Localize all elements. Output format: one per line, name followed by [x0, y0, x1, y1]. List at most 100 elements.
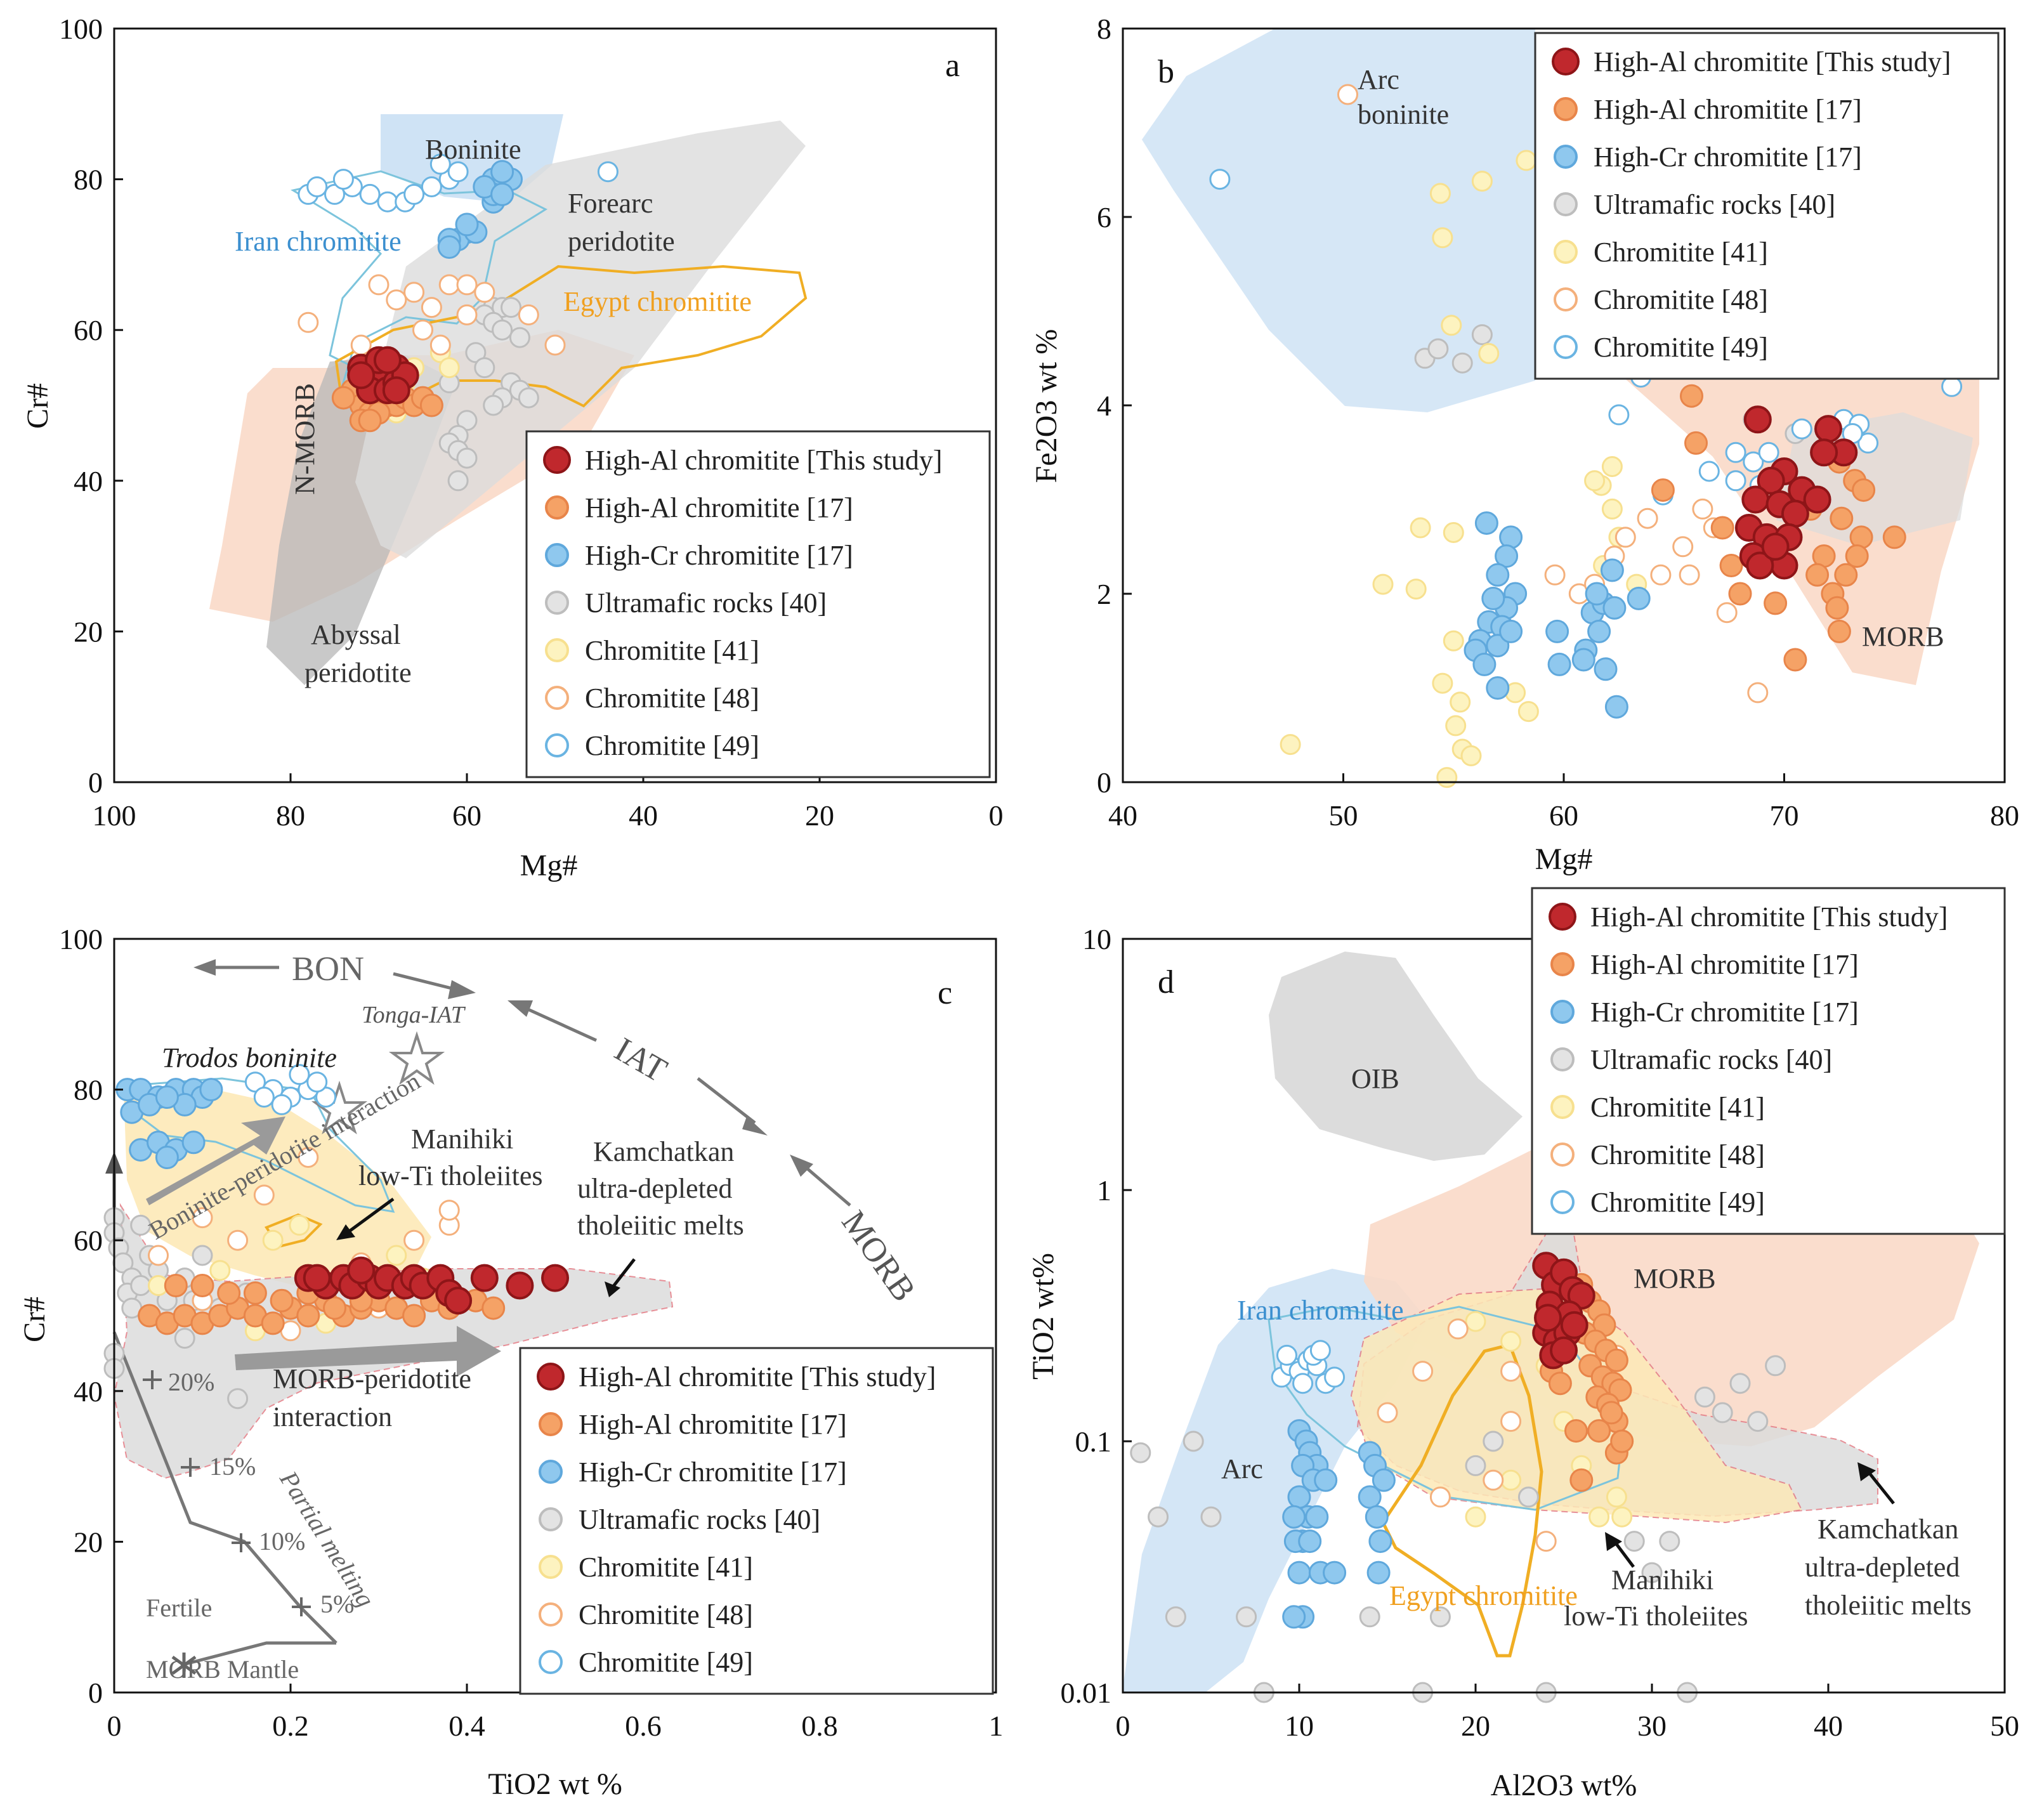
legend-label-chromitite_48: Chromitite [48]	[579, 1599, 753, 1630]
legend-marker-this_study	[1549, 903, 1576, 931]
legend-label-high_cr_17: High-Cr chromitite [17]	[1590, 997, 1859, 1028]
point-chromitite_49	[421, 176, 442, 197]
y-tick-label: 10	[1082, 923, 1111, 955]
point-chromitite_41	[1432, 672, 1453, 694]
point-high_al_17	[1764, 591, 1788, 615]
point-chromitite_41	[1443, 522, 1464, 543]
legend-box	[1534, 32, 2000, 380]
x-tick-label: 30	[1637, 1710, 1667, 1742]
point-ultramafic_40	[1182, 1430, 1204, 1452]
point-chromitite_48	[1337, 84, 1358, 105]
point-high_al_17	[1610, 1429, 1634, 1453]
x-tick-label: 1	[989, 1710, 1004, 1742]
point-high_al_17	[261, 1311, 285, 1335]
point-ultramafic_40	[1200, 1506, 1222, 1528]
point-chromitite_41	[1465, 1506, 1486, 1528]
point-chromitite_48	[1412, 1361, 1434, 1382]
x-tick-label: 40	[1108, 799, 1137, 832]
point-ultramafic_40	[192, 1245, 213, 1266]
point-ultramafic_40	[1465, 1455, 1486, 1476]
point-ultramafic_40	[474, 357, 495, 379]
point-ultramafic_40	[1165, 1606, 1186, 1628]
panel-a-ylabel: Cr#	[21, 383, 55, 429]
legend-marker-high_al_17	[545, 495, 569, 520]
point-chromitite_48	[438, 274, 460, 296]
point-chromitite_49	[289, 1064, 310, 1085]
panel-d-legend: High-Al chromitite [This study] High-Al c…	[1531, 887, 2006, 1235]
point-chromitite_48	[1500, 1361, 1522, 1382]
point-chromitite_41	[1588, 1506, 1610, 1528]
point-this_study	[444, 1286, 473, 1315]
point-high_al_17	[1564, 1419, 1588, 1443]
legend-marker-chromitite_49	[539, 1650, 563, 1674]
legend-marker-chromitite_41	[545, 638, 569, 662]
panel-d-ylabel: TiO2 wt%	[1026, 1253, 1060, 1380]
legend-box	[519, 1347, 994, 1695]
point-this_study	[1803, 485, 1831, 514]
point-chromitite_48	[518, 304, 539, 325]
point-ultramafic_40	[1429, 1606, 1451, 1628]
point-high_al_17	[296, 1304, 320, 1328]
arrow-boninite-peridotite	[146, 1116, 285, 1205]
legend-label-ultramafic_40: Ultramafic rocks [40]	[579, 1504, 820, 1535]
point-chromitite_41	[1517, 701, 1539, 723]
point-high_cr_17	[1585, 582, 1609, 606]
label-fertile: Fertile	[146, 1594, 212, 1622]
label-ultra-depleted-d: ultra-depleted	[1805, 1552, 1960, 1583]
y-tick-label: 0	[1097, 766, 1111, 799]
point-chromitite_41	[386, 1245, 407, 1266]
point-chromitite_48	[1429, 1486, 1451, 1508]
panel-d-field-labels: OIB Iran chromitite Arc MORB Egypt chrom…	[1221, 1063, 1972, 1632]
label-abyssal-peridotite: peridotite	[305, 657, 412, 688]
label-manihiki-d: Manihiki	[1611, 1564, 1713, 1595]
point-high_cr_17	[1602, 596, 1627, 620]
panel-a-legend: High-Al chromitite [This study] High-Al c…	[525, 430, 991, 778]
legend-label-high_al_17: High-Al chromitite [17]	[1590, 949, 1859, 980]
label-low-ti-tholeiites: low-Ti tholeiites	[358, 1160, 543, 1191]
point-chromitite_49	[1608, 404, 1630, 426]
point-chromitite_41	[1441, 315, 1462, 336]
point-ultramafic_40	[1427, 338, 1449, 360]
point-high_cr_17	[1287, 1561, 1311, 1585]
label-egypt-chromitite-d: Egypt chromitite	[1389, 1580, 1578, 1611]
point-high_cr_17	[1571, 648, 1595, 672]
panel-c-melting-ticks	[143, 1370, 311, 1616]
point-high_cr_17	[1600, 558, 1624, 582]
point-high_cr_17	[1305, 1505, 1329, 1529]
point-high_al_17	[1882, 525, 1906, 549]
point-ultramafic_40	[1359, 1606, 1380, 1628]
panel-c-ylabel: Cr#	[18, 1297, 51, 1342]
point-chromitite_41	[1516, 150, 1537, 171]
point-chromitite_41	[1443, 630, 1464, 651]
point-chromitite_49	[1324, 1366, 1346, 1388]
point-chromitite_49	[377, 191, 398, 213]
point-chromitite_49	[1758, 442, 1779, 463]
point-high_al_17	[1834, 563, 1858, 587]
point-chromitite_48	[1615, 527, 1636, 548]
point-chromitite_48	[298, 1147, 319, 1168]
point-chromitite_41	[1478, 343, 1500, 364]
point-chromitite_48	[456, 274, 478, 296]
x-tick-label: 10	[1285, 1710, 1314, 1742]
pointer-manihiki	[344, 1197, 395, 1236]
point-this_study	[1534, 1304, 1562, 1332]
panel-d: 0 10 20 30 40 50 0.01 0.1 1 10 d Al2O3 wt% TiO2 w…	[1026, 887, 2019, 1802]
x-tick-label: 40	[629, 799, 658, 832]
point-chromitite_48	[412, 319, 433, 341]
point-high_al_17	[1845, 544, 1869, 568]
panel-a-xlabel: Mg#	[520, 849, 578, 882]
point-chromitite_41	[1601, 498, 1623, 520]
legend-marker-high_cr_17	[539, 1460, 563, 1484]
point-high_al_17	[1827, 619, 1851, 643]
point-high_al_17	[1710, 516, 1734, 540]
legend-marker-high_al_17	[539, 1412, 563, 1436]
panel-b-xlabel: Mg#	[1535, 842, 1593, 876]
legend-label-high_al_17: High-Al chromitite [17]	[579, 1409, 847, 1440]
point-chromitite_48	[438, 1200, 460, 1221]
point-ultramafic_40	[501, 297, 521, 318]
point-ultramafic_40	[1517, 1486, 1539, 1508]
point-chromitite_48	[1637, 507, 1658, 529]
point-chromitite_41	[1436, 767, 1458, 789]
label-arc: Arc	[1358, 64, 1399, 95]
legend-marker-this_study	[543, 446, 571, 474]
